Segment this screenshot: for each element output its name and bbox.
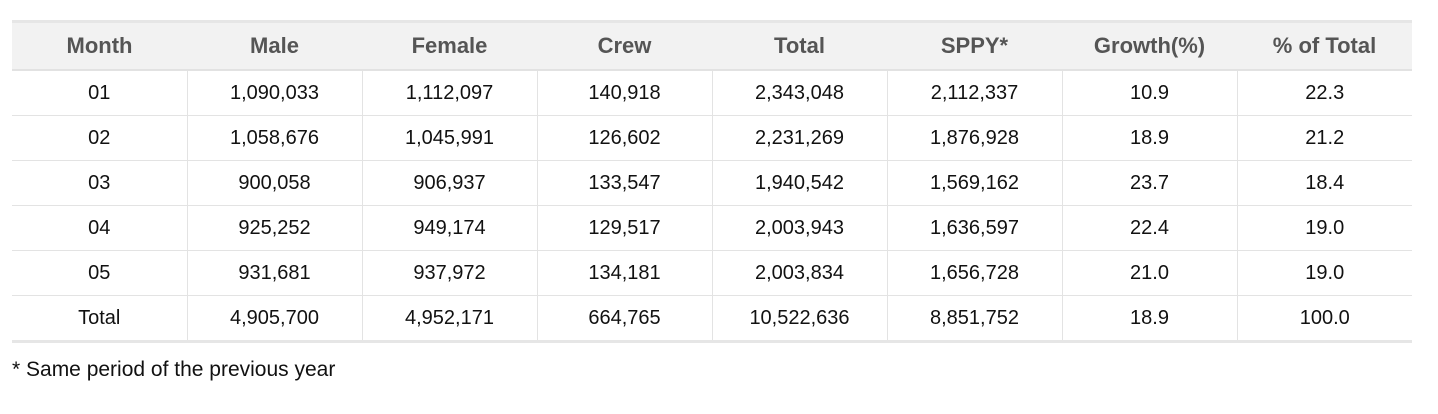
header-crew: Crew bbox=[537, 23, 712, 71]
header-growth: Growth(%) bbox=[1062, 23, 1237, 71]
cell-sppy: 1,876,928 bbox=[887, 115, 1063, 161]
header-sppy: SPPY* bbox=[887, 23, 1062, 71]
cell-sppy: 1,656,728 bbox=[887, 250, 1063, 296]
cell-month: 05 bbox=[12, 250, 188, 296]
cell-crew: 664,765 bbox=[537, 295, 713, 340]
cell-month: 02 bbox=[12, 115, 188, 161]
cell-female: 1,112,097 bbox=[362, 70, 538, 116]
cell-male: 1,058,676 bbox=[187, 115, 363, 161]
cell-growth: 18.9 bbox=[1062, 295, 1238, 340]
header-row: Month Male Female Crew Total SPPY* Growt… bbox=[12, 23, 1412, 71]
cell-percent-of-total: 18.4 bbox=[1237, 160, 1412, 206]
cell-percent-of-total: 19.0 bbox=[1237, 205, 1412, 251]
cell-male: 931,681 bbox=[187, 250, 363, 296]
cell-growth: 18.9 bbox=[1062, 115, 1238, 161]
cell-growth: 22.4 bbox=[1062, 205, 1238, 251]
table-row: 05 931,681 937,972 134,181 2,003,834 1,6… bbox=[12, 250, 1412, 296]
table-body: 01 1,090,033 1,112,097 140,918 2,343,048… bbox=[12, 70, 1412, 340]
table-header: Month Male Female Crew Total SPPY* Growt… bbox=[12, 23, 1412, 71]
cell-female: 949,174 bbox=[362, 205, 538, 251]
cell-percent-of-total: 19.0 bbox=[1237, 250, 1412, 296]
cell-male: 1,090,033 bbox=[187, 70, 363, 116]
table-total-row: Total 4,905,700 4,952,171 664,765 10,522… bbox=[12, 295, 1412, 340]
header-percent-of-total: % of Total bbox=[1237, 23, 1412, 71]
cell-sppy: 1,636,597 bbox=[887, 205, 1063, 251]
cell-growth: 21.0 bbox=[1062, 250, 1238, 296]
table-row: 03 900,058 906,937 133,547 1,940,542 1,5… bbox=[12, 160, 1412, 206]
cell-crew: 134,181 bbox=[537, 250, 713, 296]
cell-month: 04 bbox=[12, 205, 188, 251]
cell-male: 4,905,700 bbox=[187, 295, 363, 340]
data-table-container: Month Male Female Crew Total SPPY* Growt… bbox=[12, 20, 1412, 343]
header-female: Female bbox=[362, 23, 537, 71]
cell-total: 2,343,048 bbox=[712, 70, 888, 116]
cell-male: 925,252 bbox=[187, 205, 363, 251]
cell-sppy: 8,851,752 bbox=[887, 295, 1063, 340]
cell-female: 1,045,991 bbox=[362, 115, 538, 161]
cell-month: 03 bbox=[12, 160, 188, 206]
table-row: 01 1,090,033 1,112,097 140,918 2,343,048… bbox=[12, 70, 1412, 116]
cell-male: 900,058 bbox=[187, 160, 363, 206]
cell-crew: 140,918 bbox=[537, 70, 713, 116]
cell-growth: 10.9 bbox=[1062, 70, 1238, 116]
header-month: Month bbox=[12, 23, 187, 71]
cell-crew: 126,602 bbox=[537, 115, 713, 161]
cell-percent-of-total: 100.0 bbox=[1299, 306, 1350, 329]
cell-month: 01 bbox=[12, 70, 188, 116]
header-total: Total bbox=[712, 23, 887, 71]
cell-female: 906,937 bbox=[362, 160, 538, 206]
cell-total: 1,940,542 bbox=[712, 160, 888, 206]
cell-female: 4,952,171 bbox=[362, 295, 538, 340]
cell-sppy: 2,112,337 bbox=[887, 70, 1063, 116]
cell-total: 10,522,636 bbox=[712, 295, 888, 340]
cell-growth: 23.7 bbox=[1062, 160, 1238, 206]
footnote: * Same period of the previous year bbox=[12, 358, 336, 381]
cell-total: 2,003,943 bbox=[712, 205, 888, 251]
header-male: Male bbox=[187, 23, 362, 71]
cell-percent-of-total: 21.2 bbox=[1237, 115, 1412, 161]
cell-sppy: 1,569,162 bbox=[887, 160, 1063, 206]
cell-female: 937,972 bbox=[362, 250, 538, 296]
cell-crew: 133,547 bbox=[537, 160, 713, 206]
data-table: Month Male Female Crew Total SPPY* Growt… bbox=[12, 23, 1412, 340]
cell-month: Total bbox=[12, 295, 188, 340]
table-row: 04 925,252 949,174 129,517 2,003,943 1,6… bbox=[12, 205, 1412, 251]
cell-total: 2,003,834 bbox=[712, 250, 888, 296]
cell-total: 2,231,269 bbox=[712, 115, 888, 161]
cell-percent-of-total: 22.3 bbox=[1237, 70, 1412, 116]
table-row: 02 1,058,676 1,045,991 126,602 2,231,269… bbox=[12, 115, 1412, 161]
cell-crew: 129,517 bbox=[537, 205, 713, 251]
